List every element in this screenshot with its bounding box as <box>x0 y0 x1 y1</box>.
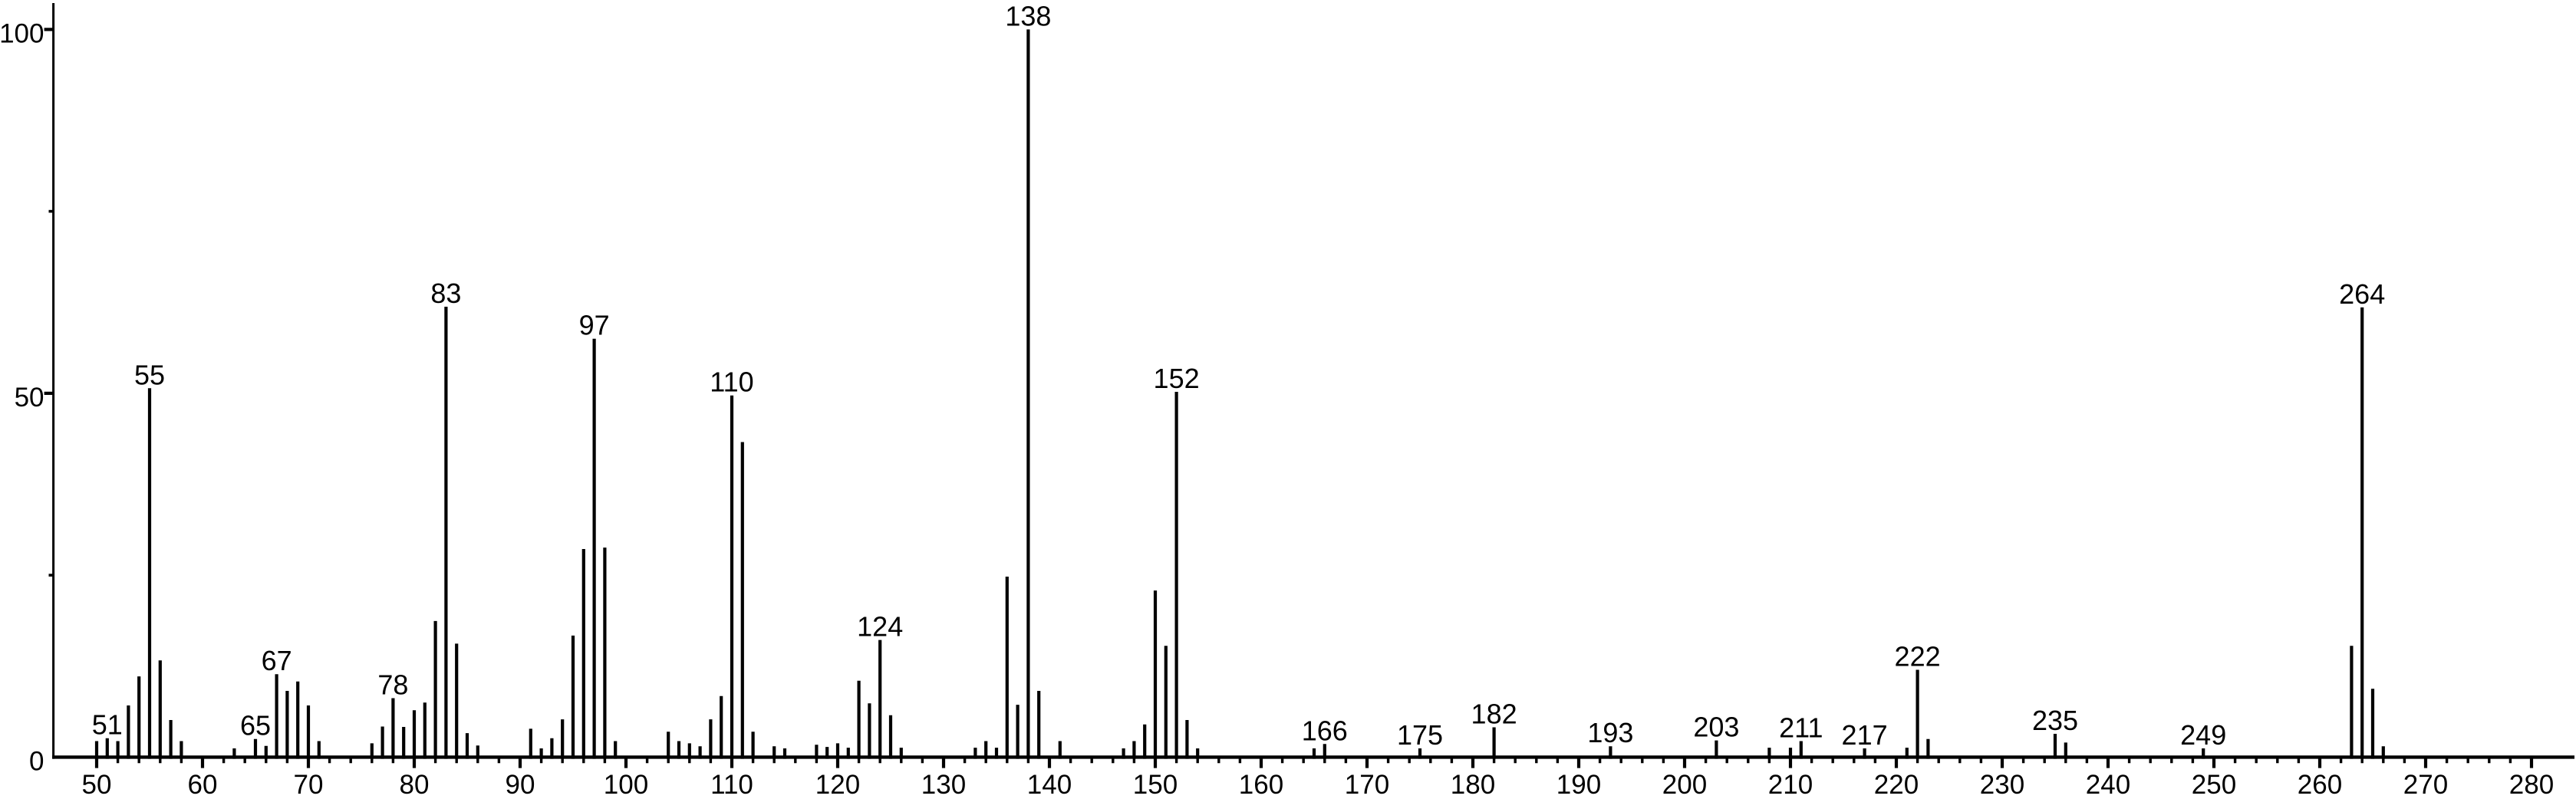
svg-text:65: 65 <box>240 710 271 741</box>
svg-text:270: 270 <box>2403 770 2448 799</box>
svg-text:83: 83 <box>430 278 461 309</box>
svg-text:140: 140 <box>1027 770 1072 799</box>
svg-text:193: 193 <box>1587 717 1633 748</box>
svg-text:100: 100 <box>0 18 44 48</box>
svg-text:50: 50 <box>82 770 112 799</box>
svg-text:264: 264 <box>2339 278 2385 310</box>
svg-text:130: 130 <box>921 770 966 799</box>
svg-text:120: 120 <box>815 770 860 799</box>
svg-text:160: 160 <box>1239 770 1283 799</box>
svg-text:200: 200 <box>1662 770 1707 799</box>
svg-text:0: 0 <box>29 746 44 776</box>
svg-text:180: 180 <box>1451 770 1495 799</box>
svg-text:67: 67 <box>262 645 292 676</box>
svg-text:182: 182 <box>1471 699 1517 730</box>
svg-text:217: 217 <box>1842 719 1888 751</box>
svg-text:150: 150 <box>1133 770 1178 799</box>
svg-text:240: 240 <box>2086 770 2130 799</box>
svg-text:210: 210 <box>1768 770 1813 799</box>
svg-text:51: 51 <box>92 709 123 741</box>
svg-text:110: 110 <box>710 770 753 799</box>
svg-text:230: 230 <box>1980 770 2024 799</box>
svg-text:166: 166 <box>1302 715 1348 746</box>
svg-text:152: 152 <box>1154 363 1200 394</box>
svg-text:70: 70 <box>294 770 324 799</box>
svg-text:60: 60 <box>188 770 218 799</box>
svg-text:249: 249 <box>2180 719 2226 751</box>
svg-text:138: 138 <box>1005 0 1051 31</box>
svg-text:110: 110 <box>710 367 753 398</box>
svg-text:78: 78 <box>377 669 408 701</box>
svg-text:80: 80 <box>400 770 430 799</box>
svg-text:124: 124 <box>857 611 903 643</box>
svg-text:260: 260 <box>2298 770 2342 799</box>
svg-text:190: 190 <box>1556 770 1601 799</box>
svg-text:175: 175 <box>1397 719 1443 751</box>
svg-text:50: 50 <box>15 383 44 413</box>
svg-text:97: 97 <box>579 310 610 341</box>
svg-text:170: 170 <box>1345 770 1389 799</box>
svg-text:222: 222 <box>1895 641 1941 672</box>
svg-text:55: 55 <box>134 359 165 390</box>
svg-text:211: 211 <box>1779 712 1823 744</box>
svg-text:90: 90 <box>506 770 535 799</box>
svg-text:220: 220 <box>1874 770 1919 799</box>
svg-text:250: 250 <box>2192 770 2236 799</box>
svg-text:235: 235 <box>2032 705 2078 736</box>
svg-text:203: 203 <box>1693 712 1739 743</box>
svg-text:100: 100 <box>604 770 648 799</box>
svg-text:280: 280 <box>2509 770 2554 799</box>
